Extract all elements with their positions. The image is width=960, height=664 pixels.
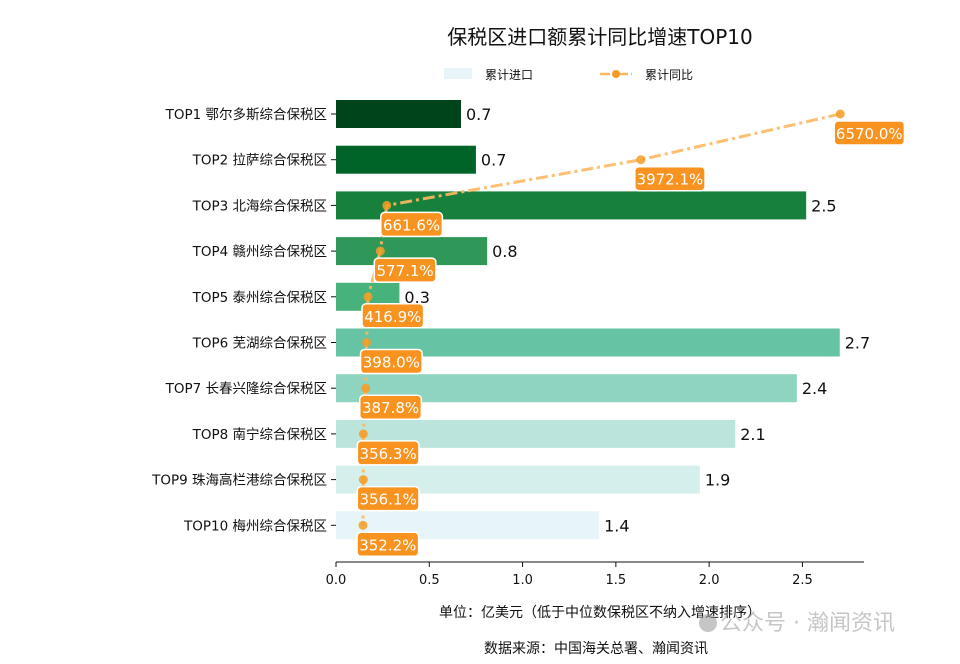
bar — [336, 100, 462, 128]
bar-value-label: 2.7 — [845, 334, 870, 353]
legend-bar-label: 累计进口 — [485, 68, 533, 82]
growth-label-box — [833, 120, 906, 146]
x-tick-label: 0.0 — [326, 573, 347, 588]
growth-label: 416.9% — [364, 308, 421, 326]
legend-bar-swatch — [444, 68, 472, 79]
bar-value-label: 2.1 — [740, 425, 765, 444]
x-tick-label: 1.5 — [606, 573, 627, 588]
chart-title: 保税区进口额累计同比增速TOP10 — [447, 25, 752, 49]
legend-line-marker — [612, 70, 620, 78]
wechat-icon — [699, 614, 717, 632]
y-tick-label: TOP9 珠海高栏港综合保税区 — [151, 472, 327, 489]
growth-label-box — [356, 440, 420, 466]
growth-label: 661.6% — [383, 216, 440, 234]
growth-point — [358, 475, 368, 485]
watermark: 公众号 · 瀚闻资讯 — [699, 611, 895, 636]
growth-point — [636, 155, 646, 165]
x-tick-label: 2.0 — [699, 573, 720, 588]
growth-point — [835, 109, 845, 119]
bar-value-label: 0.7 — [481, 151, 506, 170]
legend: 累计进口 累计同比 — [444, 68, 693, 82]
y-tick-label: TOP4 赣州综合保税区 — [192, 244, 327, 260]
x-tick-label: 0.5 — [419, 573, 440, 588]
x-tick-label: 2.5 — [792, 573, 813, 588]
y-tick-label: TOP5 泰州综合保税区 — [192, 290, 327, 306]
bar-value-label: 1.4 — [604, 516, 629, 535]
source-note: 数据来源：中国海关总署、瀚闻资讯 — [484, 641, 708, 657]
growth-line — [361, 112, 841, 526]
growth-label-box — [373, 257, 437, 283]
legend-line-label: 累计同比 — [645, 68, 693, 82]
growth-label: 356.1% — [360, 491, 417, 509]
growth-point — [375, 246, 385, 256]
y-tick-label: TOP6 芜湖综合保税区 — [192, 336, 327, 352]
x-axis-label: 单位：亿美元（低于中位数保税区不纳入增速排序） — [439, 605, 761, 621]
growth-label-box — [380, 211, 444, 238]
growth-point — [358, 429, 368, 439]
y-tick-label: TOP8 南宁综合保税区 — [192, 426, 327, 443]
bar-value-label: 0.3 — [404, 288, 429, 307]
growth-point — [362, 338, 372, 347]
growth-point — [382, 200, 392, 210]
growth-label-box — [356, 531, 420, 558]
growth-point — [361, 383, 371, 393]
bar-value-label: 0.7 — [466, 105, 491, 124]
growth-label-box — [359, 348, 423, 375]
growth-label-box — [356, 485, 420, 512]
watermark-text: 公众号 · 瀚闻资讯 — [720, 611, 895, 636]
growth-label-box — [359, 394, 423, 420]
growth-point — [358, 520, 368, 530]
bar-value-label: 1.9 — [705, 471, 730, 490]
growth-label: 3972.1% — [637, 171, 704, 189]
bar — [336, 145, 476, 174]
growth-label: 356.3% — [360, 445, 417, 463]
bar-value-label: 0.8 — [492, 242, 517, 261]
x-tick-label: 1.0 — [512, 573, 533, 588]
growth-label-box — [361, 303, 425, 329]
bar-value-label: 2.5 — [811, 196, 836, 215]
growth-label: 398.0% — [363, 354, 420, 372]
bar-value-label: 2.4 — [802, 379, 827, 398]
y-tick-label: TOP10 梅州综合保税区 — [183, 518, 327, 534]
y-tick-label: TOP7 长春兴隆综合保税区 — [165, 381, 327, 397]
growth-point — [363, 292, 373, 302]
growth-label: 577.1% — [376, 262, 433, 280]
growth-label: 6570.0% — [836, 125, 903, 143]
growth-label: 352.2% — [359, 536, 416, 554]
growth-label: 387.8% — [362, 399, 419, 417]
y-tick-label: TOP3 北海综合保税区 — [192, 198, 327, 214]
growth-label-box — [634, 165, 706, 192]
y-tick-label: TOP2 拉萨综合保税区 — [192, 153, 327, 169]
y-tick-label: TOP1 鄂尔多斯综合保税区 — [165, 106, 327, 123]
